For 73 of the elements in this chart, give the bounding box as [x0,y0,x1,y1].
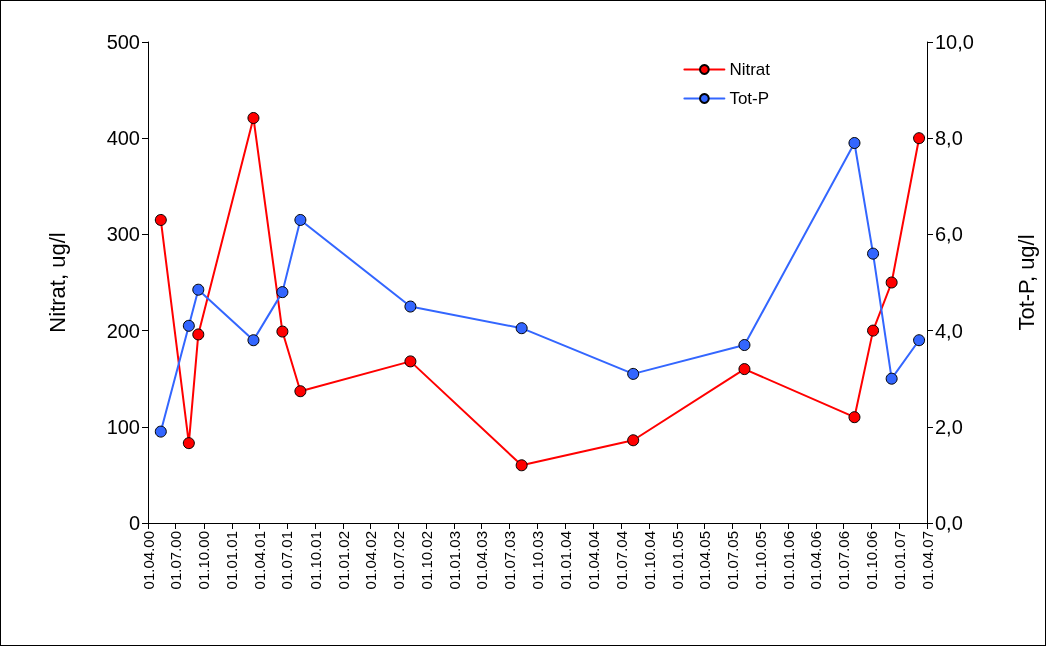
x-tick-label: 01.04.04 [584,531,602,590]
point [182,437,195,450]
y2-axis-title: Tot-P, ug/l [1013,234,1039,331]
x-tick-label: 01.04.00 [139,531,157,590]
y-tick-label: 400 [106,127,140,150]
y2-tick-label: 2,0 [935,415,963,438]
x-tick-label: 01.10.05 [751,531,769,590]
y-tick-label: 200 [106,319,140,342]
x-tick-label: 01.10.00 [195,531,213,590]
point [848,411,861,424]
y2-tick-label: 8,0 [935,127,963,150]
point [913,132,926,145]
x-tick-label: 01.01.04 [557,531,575,590]
point [515,322,528,335]
point [294,385,307,398]
x-tick-label: 01.10.04 [640,531,658,590]
point [294,213,307,226]
legend-label: Tot-P [729,89,770,108]
x-tick-label: 01.07.06 [834,531,852,590]
point [154,425,167,438]
x-tick-label: 01.07.03 [500,531,518,590]
point [885,372,898,385]
point [738,339,751,352]
x-tick-label: 01.01.06 [779,531,797,590]
y-axis-title: Nitrat, ug/l [44,232,70,333]
y-tick-label: 100 [106,415,140,438]
x-tick-label: 01.04.01 [250,531,268,590]
x-tick-label: 01.01.05 [668,531,686,590]
y2-tick-label: 6,0 [935,223,963,246]
y2-tick-label: 4,0 [935,319,963,342]
legend-label: Nitrat [729,60,771,79]
point [913,334,926,347]
x-tick-label: 01.07.02 [389,531,407,590]
point [627,367,640,380]
x-tick-label: 01.01.07 [891,531,909,590]
point [867,324,880,337]
x-tick-label: 01.01.01 [223,531,241,590]
point [627,434,640,447]
x-tick-label: 01.07.00 [167,531,185,590]
point [154,213,167,226]
point [885,276,898,289]
point [738,363,751,376]
point [276,325,289,338]
y-tick-label: 500 [106,31,140,53]
y2-tick-label: 0,0 [935,512,963,534]
y-tick-label: 300 [106,223,140,246]
point [515,459,528,472]
x-tick-label: 01.04.05 [696,531,714,590]
x-tick-label: 01.10.01 [306,531,324,590]
point [848,137,861,150]
point [182,319,195,332]
x-tick-label: 01.10.03 [529,531,546,590]
y-tick-label: 0 [128,512,140,534]
point [404,300,417,313]
x-tick-label: 01.04.02 [361,531,379,590]
x-tick-label: 01.04.06 [807,531,825,590]
point [192,328,205,341]
x-tick-label: 01.01.03 [445,531,463,590]
point [192,283,205,296]
point [867,247,880,260]
x-tick-label: 01.10.02 [417,531,435,590]
x-tick-label: 01.10.06 [863,531,881,590]
x-tick-label: 01.04.03 [473,531,491,590]
x-tick-label: 01.07.05 [723,531,741,590]
x-tick-label: 01.07.01 [278,531,296,590]
point [247,112,260,124]
x-tick-label: 01.04.07 [918,531,936,590]
point [276,286,289,299]
y2-tick-label: 10,0 [935,31,974,53]
point [247,334,260,347]
x-tick-label: 01.01.02 [334,531,352,590]
point [404,355,417,368]
x-tick-label: 01.07.04 [612,531,630,590]
